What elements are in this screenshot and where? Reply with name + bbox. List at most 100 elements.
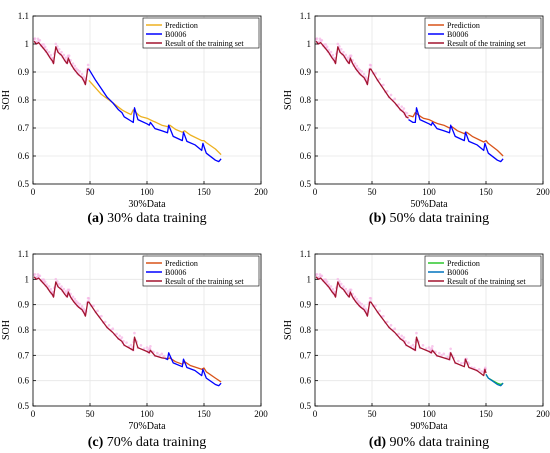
training-scatter-dot bbox=[349, 288, 353, 292]
training-scatter-dot bbox=[162, 354, 166, 358]
y-tick-label: 0.6 bbox=[300, 376, 312, 386]
training-scatter-dot bbox=[346, 290, 349, 293]
training-scatter-dot bbox=[344, 53, 348, 57]
training-scatter-dot bbox=[360, 302, 364, 306]
training-scatter-dot bbox=[54, 42, 58, 46]
training-scatter-dot bbox=[62, 53, 66, 57]
training-scatter-dot bbox=[42, 278, 45, 281]
training-scatter-dot bbox=[362, 304, 366, 308]
training-scatter-dot bbox=[360, 70, 364, 73]
training-scatter-dot bbox=[427, 346, 431, 349]
y-tick-label: 0.7 bbox=[300, 123, 312, 133]
x-tick-label: 50 bbox=[368, 409, 378, 419]
x-tick-label: 100 bbox=[140, 409, 154, 419]
training-scatter-dot bbox=[80, 304, 84, 308]
training-scatter-dot bbox=[355, 64, 359, 68]
y-tick-label: 1 bbox=[25, 274, 30, 284]
x-axis-label: 30%Data bbox=[128, 199, 166, 210]
training-scatter-dot bbox=[378, 77, 381, 81]
x-tick-label: 100 bbox=[422, 187, 436, 197]
panel-caption: (c) 70% data training bbox=[88, 435, 207, 450]
training-scatter-dot bbox=[449, 347, 452, 351]
legend-label: B0006 bbox=[447, 268, 468, 277]
training-scatter-dot bbox=[49, 287, 53, 291]
training-scatter-dot bbox=[145, 346, 149, 349]
training-scatter-dot bbox=[385, 89, 389, 93]
training-scatter-dot bbox=[315, 272, 319, 276]
training-scatter-dot bbox=[338, 280, 341, 283]
training-scatter-dot bbox=[43, 45, 47, 49]
training-scatter-dot bbox=[358, 68, 362, 72]
legend-label: Prediction bbox=[447, 259, 480, 268]
training-scatter-dot bbox=[353, 62, 357, 65]
training-scatter-dot bbox=[369, 297, 373, 300]
x-tick-label: 0 bbox=[313, 187, 318, 197]
series-line-1 bbox=[164, 357, 222, 383]
legend-label: Prediction bbox=[165, 259, 198, 268]
y-tick-label: 0.8 bbox=[18, 95, 30, 105]
training-scatter-dot bbox=[76, 68, 80, 72]
training-scatter-dot bbox=[47, 285, 51, 288]
training-scatter-dot bbox=[374, 72, 377, 75]
series-line-2 bbox=[164, 352, 222, 387]
legend-label: B0006 bbox=[165, 268, 186, 277]
x-tick-label: 100 bbox=[422, 409, 436, 419]
legend-label: Prediction bbox=[447, 21, 480, 30]
training-scatter-dot bbox=[431, 344, 434, 348]
caption-text: 30% data training bbox=[104, 211, 207, 226]
y-tick-label: 0.9 bbox=[18, 300, 30, 310]
x-tick-label: 200 bbox=[536, 409, 550, 419]
training-scatter-dot bbox=[71, 295, 75, 299]
training-scatter-dot bbox=[73, 64, 77, 68]
y-tick-label: 0.9 bbox=[300, 67, 312, 77]
training-scatter-dot bbox=[76, 301, 80, 305]
training-scatter-dot bbox=[149, 344, 152, 348]
training-scatter-dot bbox=[38, 39, 42, 42]
chart-panel-2: 0 50 100 150 200 0.5 0.6 0.7 0.8 0.9 1 1.1 50%Data SO… bbox=[283, 11, 550, 226]
training-scatter-dot bbox=[71, 62, 75, 65]
y-tick-label: 1 bbox=[25, 39, 30, 49]
y-tick-label: 0.7 bbox=[18, 123, 30, 133]
chart-panel-3: 0 50 100 150 200 0.5 0.6 0.7 0.8 0.9 1 1.1 70%Data SO… bbox=[1, 249, 268, 450]
training-scatter-dot bbox=[324, 278, 327, 281]
training-scatter-dot bbox=[36, 37, 40, 41]
training-scatter-dot bbox=[397, 103, 400, 106]
series-line-3 bbox=[33, 276, 166, 360]
training-scatter-dot bbox=[45, 283, 48, 286]
training-scatter-dot bbox=[64, 290, 67, 293]
training-scatter-dot bbox=[47, 50, 51, 54]
y-tick-label: 0.6 bbox=[300, 151, 312, 161]
training-scatter-dot bbox=[49, 53, 53, 57]
training-scatter-dot bbox=[400, 334, 403, 338]
y-tick-label: 0.6 bbox=[18, 151, 30, 161]
training-scatter-dot bbox=[60, 50, 63, 54]
training-scatter-dot bbox=[129, 343, 133, 347]
training-scatter-dot bbox=[331, 53, 335, 57]
series-line-2 bbox=[88, 68, 222, 163]
training-scatter-dot bbox=[331, 287, 335, 291]
training-scatter-dot bbox=[389, 323, 393, 327]
y-tick-label: 1.1 bbox=[18, 11, 29, 21]
legend-box bbox=[424, 17, 542, 49]
training-scatter-dot bbox=[86, 63, 90, 67]
y-tick-label: 0.9 bbox=[300, 300, 312, 310]
training-scatter-dot bbox=[33, 272, 37, 276]
training-scatter-dot bbox=[64, 56, 67, 59]
training-scatter-dot bbox=[480, 370, 483, 373]
x-tick-label: 50 bbox=[86, 187, 96, 197]
training-scatter-dot bbox=[393, 97, 397, 101]
training-scatter-dot bbox=[96, 309, 99, 313]
x-tick-label: 200 bbox=[536, 187, 550, 197]
training-scatter-dot bbox=[320, 274, 324, 278]
x-axis-label: 90%Data bbox=[410, 421, 448, 432]
training-scatter-dot bbox=[57, 282, 61, 286]
legend-label: B0006 bbox=[447, 30, 468, 39]
caption-letter: (b) bbox=[369, 211, 386, 226]
training-scatter-dot bbox=[411, 343, 415, 347]
training-scatter-dot bbox=[320, 39, 324, 42]
training-scatter-dot bbox=[103, 320, 107, 324]
training-scatter-dot bbox=[389, 93, 393, 97]
training-scatter-dot bbox=[133, 331, 136, 335]
legend-box bbox=[142, 17, 260, 49]
